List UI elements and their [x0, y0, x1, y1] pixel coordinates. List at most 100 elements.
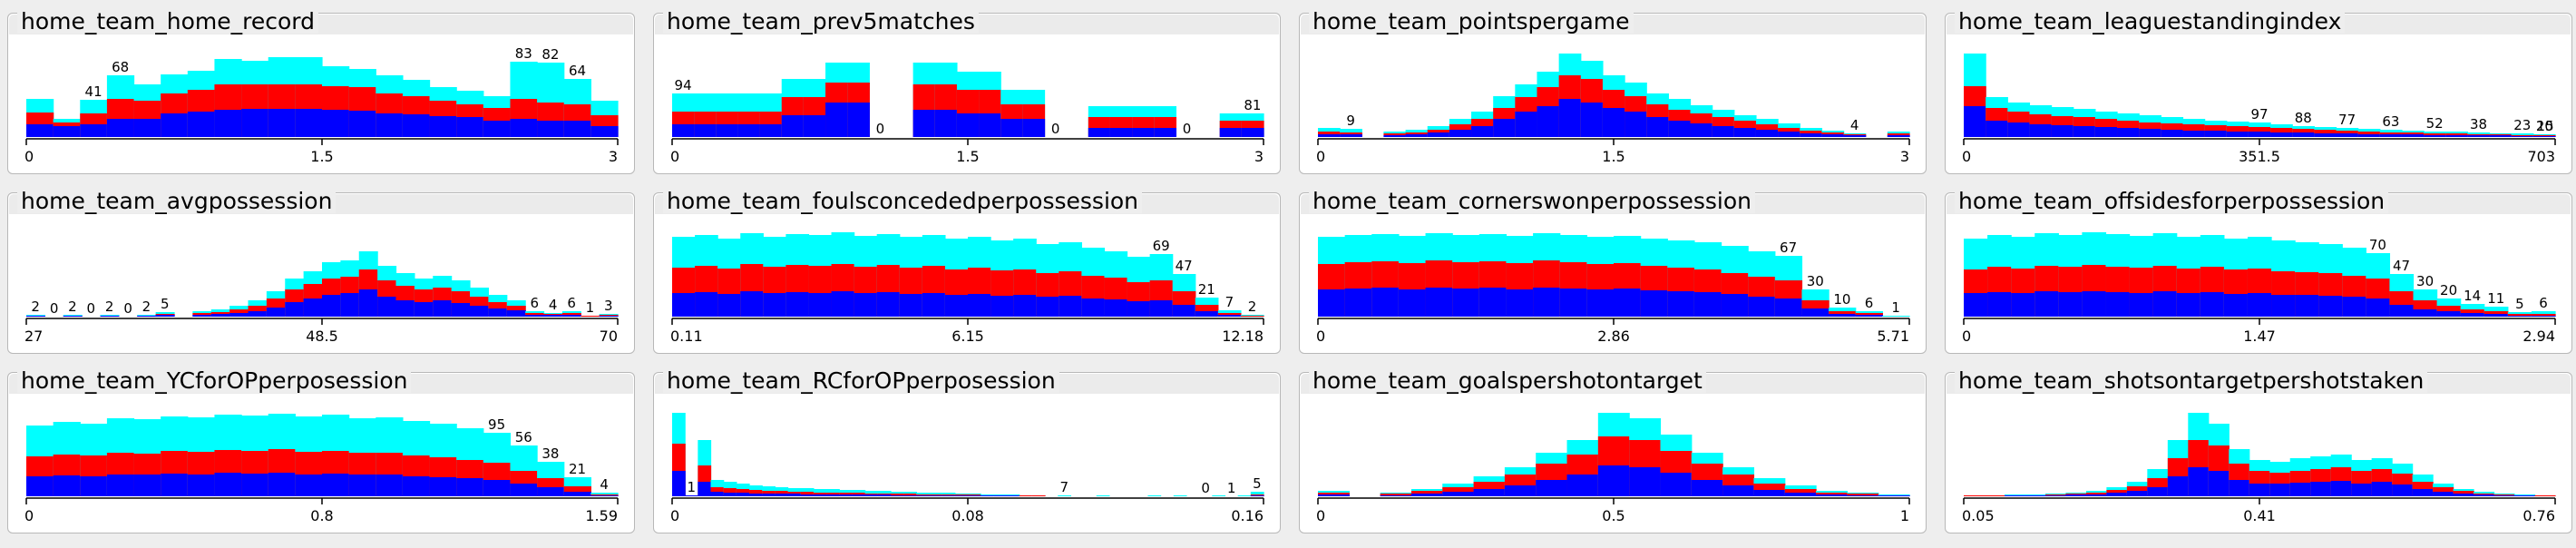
bar-middle: [1019, 495, 1033, 496]
bar-bottom: [1987, 292, 2012, 317]
bar-count-label: 97: [2250, 106, 2268, 122]
histogram-plot: 2 0 2 0 2 0 2 5 6 4 6 1 327 48.5 70: [24, 251, 619, 345]
bar-bottom: [266, 308, 286, 317]
bar-bottom: [2204, 131, 2228, 137]
bar-bottom: [2223, 294, 2249, 317]
bar-bottom: [414, 302, 434, 317]
x-tick-label: 351.5: [2239, 148, 2280, 165]
bar-bottom: [377, 297, 397, 317]
bar-bottom: [2139, 129, 2161, 137]
x-tick-label: 0.5: [1602, 507, 1625, 524]
bar-bottom: [1722, 485, 1755, 496]
bar-bottom: [2147, 487, 2169, 496]
histogram-panel: home_team_offsidesforperpossession 70 47 30…: [1945, 190, 2572, 354]
bar-bottom: [1829, 314, 1857, 317]
histogram-panel: home_team_YCforOPperposession 95 56 38 21 4 0 0…: [7, 369, 635, 533]
bar-bottom: [1878, 495, 1910, 496]
bar-count-label: 5: [161, 296, 170, 312]
bar-count-label: 6: [567, 295, 576, 311]
bar-bottom: [1172, 305, 1196, 317]
bar-bottom: [322, 474, 350, 496]
bar-bottom: [2445, 135, 2469, 137]
bar-bottom: [340, 293, 360, 317]
bar-bottom: [456, 117, 484, 137]
x-tick-label: 0: [1316, 507, 1325, 524]
bar-bottom: [685, 495, 698, 496]
bar-bottom: [2065, 494, 2087, 496]
x-tick-label: 0.8: [310, 507, 333, 524]
histogram-plot: 0 0.5 1: [1316, 413, 1910, 524]
panel-title: home_team_avgpossession: [17, 190, 337, 213]
bar-bottom: [214, 110, 242, 137]
bar-bottom: [137, 316, 157, 317]
bar-middle: [749, 490, 763, 496]
bar-middle: [1984, 495, 2005, 496]
bar-bottom: [1493, 119, 1516, 137]
bar-bottom: [912, 110, 936, 137]
bar-bottom: [451, 303, 471, 317]
x-tick-label: 0: [24, 148, 34, 165]
bar-bottom: [483, 480, 512, 496]
panel-title: home_team_home_record: [17, 10, 318, 34]
bar-bottom: [1132, 128, 1155, 137]
bar-bottom: [376, 475, 404, 496]
bar-middle: [1964, 495, 1986, 496]
histogram-plot: 1 7 0 1 50 0.08 0.16: [670, 413, 1264, 524]
bar-bottom: [1566, 475, 1599, 496]
bar-count-label: 5: [2515, 296, 2524, 312]
bar-bottom: [1515, 112, 1538, 137]
bar-bottom: [1614, 289, 1642, 317]
bar-bottom: [1646, 117, 1669, 137]
bar-bottom: [470, 306, 489, 317]
panel-title: home_team_offsidesforperpossession: [1955, 190, 2389, 213]
bar-bottom: [698, 482, 712, 496]
bar-bottom: [100, 316, 120, 317]
bar-bottom: [737, 124, 761, 137]
bar-bottom: [934, 110, 958, 137]
histogram-panel: home_team_shotsontargetpershotstaken 0.05…: [1945, 369, 2572, 533]
bar-bottom: [2507, 316, 2532, 317]
x-tick-label: 2.94: [2522, 328, 2555, 345]
panel-title: home_team_RCforOPperposession: [663, 369, 1059, 393]
bar-total: [1173, 495, 1187, 496]
bar-bottom: [1340, 134, 1362, 137]
bar-bottom: [303, 298, 323, 317]
bar-bottom: [981, 495, 994, 496]
bar-bottom: [1801, 308, 1830, 317]
bar-middle: [1031, 495, 1046, 496]
bar-bottom: [1964, 293, 1988, 317]
bar-bottom: [899, 294, 923, 317]
bar-bottom: [1081, 298, 1106, 317]
bar-bottom: [1640, 290, 1668, 317]
bar-bottom: [1371, 288, 1400, 317]
bar-bottom: [1504, 485, 1537, 496]
x-tick-label: 12.18: [1222, 328, 1264, 345]
bar-bottom: [187, 112, 216, 137]
bar-middle: [2534, 495, 2556, 496]
bar-bottom: [2532, 136, 2556, 137]
bar-bottom: [825, 103, 848, 137]
bar-bottom: [990, 296, 1014, 317]
bar-count-label: 64: [569, 63, 586, 79]
bar-count-label: 94: [675, 77, 692, 93]
x-tick-label: 70: [600, 328, 618, 345]
bar-bottom: [210, 314, 230, 317]
bar-bottom: [2366, 298, 2391, 317]
bar-bottom: [2073, 126, 2096, 137]
bar-count-label: 11: [2487, 290, 2504, 307]
bar-bottom: [876, 292, 901, 317]
bar-bottom: [26, 316, 45, 317]
bar-bottom: [1398, 289, 1427, 317]
bar-bottom: [1380, 495, 1412, 496]
bar-bottom: [1667, 291, 1695, 317]
bar-bottom: [2082, 291, 2107, 317]
bar-bottom: [599, 316, 619, 317]
bar-bottom: [1154, 128, 1177, 137]
bar-bottom: [1668, 121, 1692, 137]
bar-bottom: [736, 493, 750, 496]
bar-bottom: [1000, 119, 1023, 137]
bar-bottom: [1712, 126, 1735, 137]
bar-bottom: [1774, 298, 1803, 317]
